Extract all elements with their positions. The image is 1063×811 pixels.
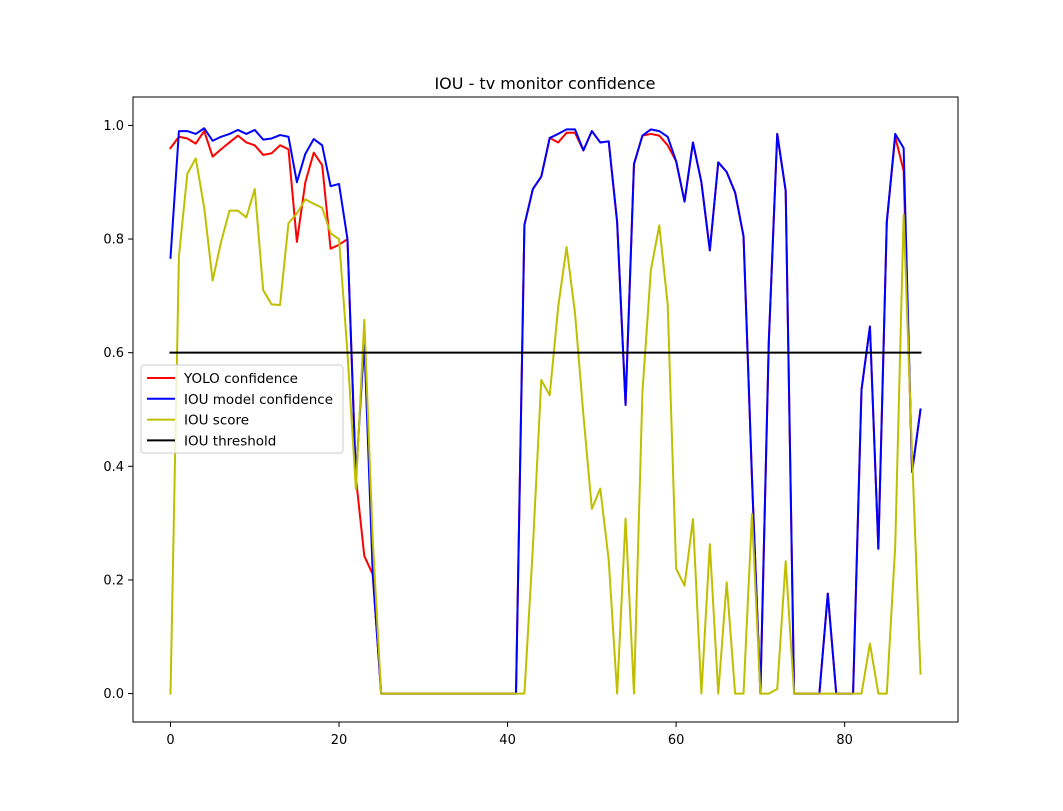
chart-title: IOU - tv monitor confidence [434,74,655,93]
x-tick-label: 80 [836,733,853,748]
series-layer [169,127,922,695]
legend-label: IOU score [184,413,249,429]
legend-label: IOU model confidence [184,392,333,408]
legend: YOLO confidence IOU model confidence IOU s… [140,364,344,454]
y-tick-label: 0.4 [103,460,124,475]
x-tick-label: 60 [668,733,685,748]
x-axis: 0 20 40 60 80 [166,722,853,748]
x-tick-label: 0 [166,733,174,748]
y-axis: 0.0 0.2 0.4 0.6 0.8 1.0 [103,119,133,702]
series-line-3 [169,157,922,695]
plot-frame [132,96,959,723]
y-tick-label: 0.6 [103,346,124,361]
y-tick-label: 0.8 [103,233,124,248]
y-tick-label: 0.2 [103,573,124,588]
y-tick-label: 1.0 [103,119,124,134]
y-tick-label: 0.0 [103,687,124,702]
legend-label: YOLO confidence [183,371,298,387]
x-tick-label: 20 [331,733,348,748]
x-tick-label: 40 [499,733,516,748]
legend-box [140,364,344,454]
legend-label: IOU threshold [184,433,276,449]
